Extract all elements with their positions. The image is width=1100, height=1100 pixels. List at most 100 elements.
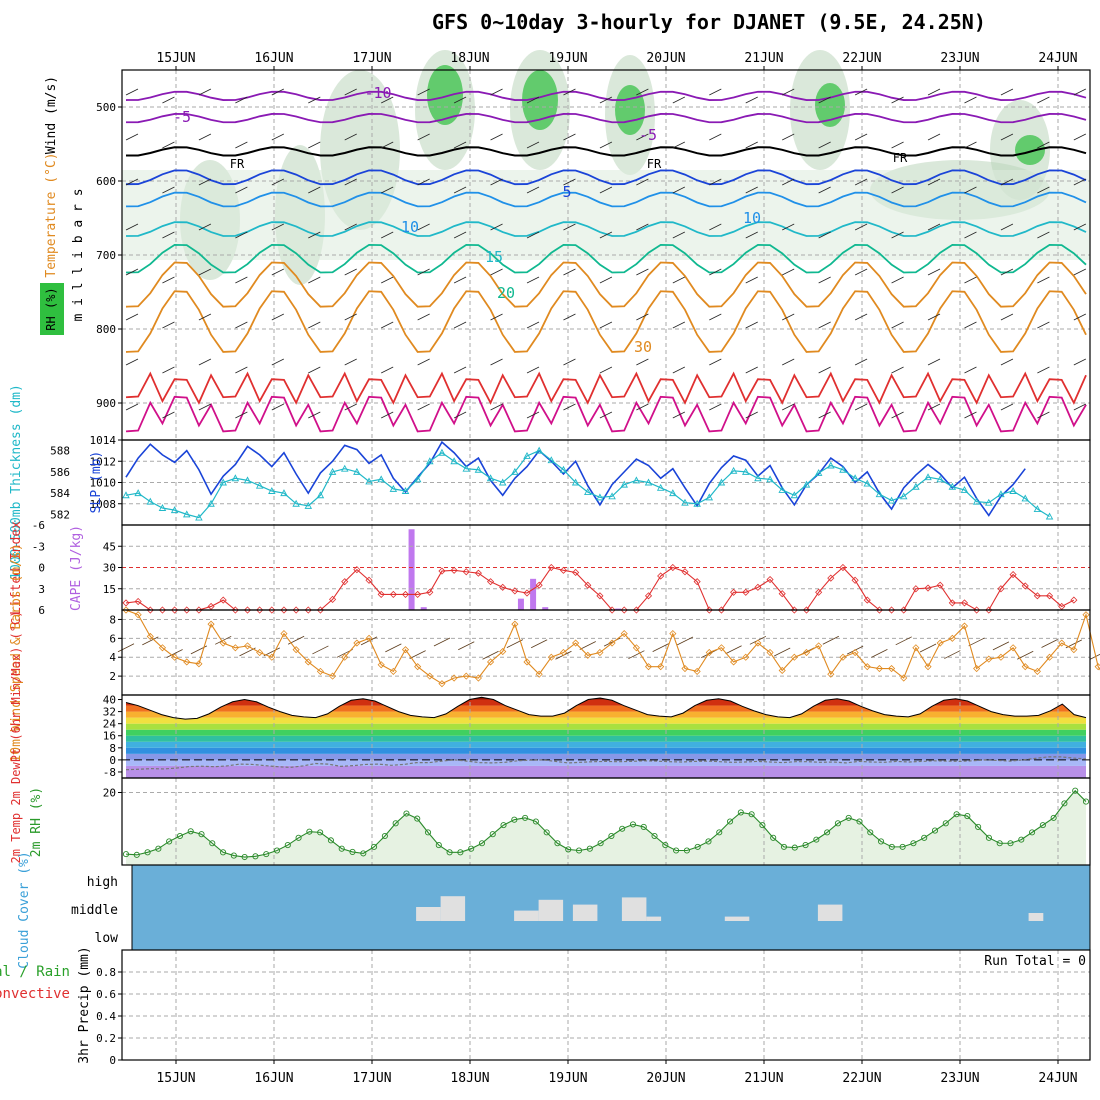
li-point-15 xyxy=(304,606,312,614)
wind-barb-1-60 xyxy=(854,133,868,141)
thickness-point-49 xyxy=(717,478,726,486)
wind-barb-4-42 xyxy=(636,268,649,276)
rh-point-35 xyxy=(500,822,507,829)
wind-barb-7-3 xyxy=(162,411,175,419)
rh-point-71 xyxy=(888,843,895,850)
wind-barb-6-72 xyxy=(1000,358,1014,366)
wind-point-27 xyxy=(450,674,458,682)
wind-point-35 xyxy=(547,653,555,661)
thickness-point-18 xyxy=(340,464,349,472)
li-point-60 xyxy=(851,576,859,584)
wind-barb-2-36 xyxy=(563,178,576,186)
bottom-xtick-6: 21JUN xyxy=(744,1071,783,1086)
upper-air-ytick-2: 700 xyxy=(96,249,116,262)
li-point-13 xyxy=(280,606,288,614)
wind-barb-5-21 xyxy=(381,321,394,329)
wind-barb-1-72 xyxy=(1000,133,1014,141)
wind-point-25 xyxy=(426,672,434,680)
wind-point-2 xyxy=(146,632,154,641)
rh-point-74 xyxy=(921,834,928,841)
wind-barb-0-36 xyxy=(563,88,576,96)
wind-barb-7-45 xyxy=(672,411,686,419)
thickness-point-40 xyxy=(608,492,616,500)
temp-tick-3: 16 xyxy=(103,730,116,743)
slp-tick-1: 1010 xyxy=(90,477,117,490)
thickness-point-12 xyxy=(268,487,276,494)
li-point-0 xyxy=(122,599,130,607)
temp-side-label: Temperature (°C) xyxy=(44,152,59,277)
wind-barb-3-24 xyxy=(417,223,430,231)
rh-point-66 xyxy=(834,820,841,827)
thickness-point-73 xyxy=(1009,487,1017,494)
wind-point-39 xyxy=(596,648,604,657)
wind-point-69 xyxy=(960,622,969,630)
wind-barb-2-9 xyxy=(235,186,248,194)
wind-point-8 xyxy=(219,639,227,647)
li-point-62 xyxy=(875,606,883,614)
wind-ylabel: 10m Wind Speed & Barbs (m/s) xyxy=(9,543,24,762)
surface-barb-34 xyxy=(530,639,548,649)
wind-barb-1-0 xyxy=(125,133,139,141)
wind-barb-6-63 xyxy=(891,366,904,374)
thickness-point-62 xyxy=(875,490,884,498)
rh-point-72 xyxy=(899,843,906,850)
wind-barb-1-6 xyxy=(198,133,212,141)
wind-barb-2-3 xyxy=(162,186,175,194)
wind-barb-2-51 xyxy=(745,186,758,194)
wind-barb-5-51 xyxy=(745,321,758,329)
thickness-point-19 xyxy=(353,467,361,475)
wind-barb-7-42 xyxy=(636,403,649,411)
wind-barb-7-12 xyxy=(271,403,285,411)
wind-barb-4-72 xyxy=(1000,268,1014,276)
surface-barb-2 xyxy=(142,636,159,646)
wind-point-61 xyxy=(863,663,871,671)
li-point-72 xyxy=(997,585,1005,593)
li-point-28 xyxy=(462,568,470,576)
li-point-52 xyxy=(754,583,762,591)
wind-barb-1-33 xyxy=(526,141,540,149)
bottom-xtick-0: 15JUN xyxy=(156,1071,195,1086)
rh-point-51 xyxy=(673,847,680,854)
wind-point-7 xyxy=(207,620,215,628)
rh-point-14 xyxy=(273,847,281,854)
rh-point-50 xyxy=(662,842,669,849)
rh-point-38 xyxy=(532,818,539,825)
thickness-point-11 xyxy=(255,481,264,489)
li-point-63 xyxy=(888,606,896,614)
thickness-point-20 xyxy=(365,477,373,485)
li-point-51 xyxy=(742,588,750,596)
rh-point-10 xyxy=(230,852,237,859)
wind-barb-0-57 xyxy=(818,96,831,104)
wind-barb-5-57 xyxy=(818,321,831,329)
surface-barb-16 xyxy=(312,645,329,655)
li-point-57 xyxy=(815,588,823,596)
rh-point-86 xyxy=(1050,814,1057,821)
li-point-68 xyxy=(948,599,956,607)
wind-barb-4-63 xyxy=(891,276,904,284)
cape-ylabel: CAPE (J/kg) xyxy=(69,525,84,611)
rh-point-76 xyxy=(942,820,949,827)
wind-barb-6-78 xyxy=(1073,358,1087,366)
isotherm-label-3: FR xyxy=(230,157,245,171)
wind-barb-6-39 xyxy=(599,366,613,374)
rh-point-33 xyxy=(478,840,486,847)
wind-barb-5-6 xyxy=(198,313,212,321)
li-point-10 xyxy=(243,606,252,614)
wind-point-62 xyxy=(875,664,883,673)
rh-point-41 xyxy=(565,846,572,853)
slp-tick-3: 1014 xyxy=(90,434,117,447)
wind-point-47 xyxy=(693,667,701,675)
surface-barb-24 xyxy=(409,650,426,659)
wind-barb-3-42 xyxy=(636,223,649,231)
thickness-point-36 xyxy=(559,465,568,473)
wind-barb-2-33 xyxy=(526,186,540,194)
wind-barb-7-33 xyxy=(526,411,540,419)
li-point-25 xyxy=(426,588,434,596)
li-point-14 xyxy=(292,606,300,614)
wind-barb-1-69 xyxy=(964,141,977,149)
top-xtick-5: 20JUN xyxy=(646,51,685,66)
wind-point-16 xyxy=(316,667,324,675)
thickness-point-52 xyxy=(754,474,762,482)
isotherm-label-1: -5 xyxy=(173,108,191,126)
bottom-xtick-2: 17JUN xyxy=(352,1071,391,1086)
